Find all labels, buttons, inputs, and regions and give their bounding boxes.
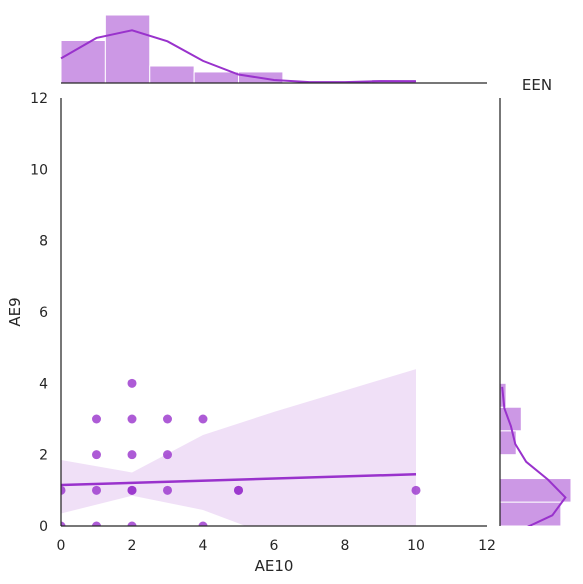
- scatter-point: [127, 450, 137, 460]
- y-tick-label: 0: [39, 519, 48, 535]
- marginal-x-kde: [60, 29, 417, 84]
- y-tick-label: 2: [39, 448, 48, 464]
- scatter-point: [92, 485, 101, 495]
- marginal-y-histogram: [499, 98, 572, 527]
- regression-line-group: [60, 473, 417, 487]
- scatter-point: [92, 414, 101, 424]
- scatter-point: [92, 521, 101, 526]
- scatter-point: [127, 485, 137, 495]
- marginal-x-bar: [60, 40, 106, 84]
- scatter-point: [127, 414, 137, 424]
- confidence-band: [61, 369, 416, 526]
- x-tick-label: 4: [199, 538, 208, 554]
- marginal-x-bar: [193, 71, 239, 84]
- y-tick-label: 12: [30, 91, 48, 107]
- x-tick-label: 10: [407, 538, 425, 554]
- ci-band: [61, 369, 416, 526]
- x-tick-label: 6: [270, 538, 279, 554]
- scatter-point: [127, 521, 137, 526]
- scatter-point: [411, 485, 421, 495]
- scatter-point: [127, 378, 137, 388]
- marginal-x-bar: [104, 14, 151, 84]
- scatter-point: [61, 521, 66, 526]
- marginal-x-histogram: [60, 14, 487, 84]
- scatter-point: [163, 485, 172, 495]
- x-tick-label: 8: [341, 538, 350, 554]
- chart-title: EEN: [522, 76, 552, 94]
- scatter-point: [198, 521, 208, 526]
- scatter-point: [163, 414, 172, 424]
- x-tick-label: 2: [128, 538, 137, 554]
- y-tick-label: 10: [30, 162, 48, 178]
- x-axis-label: AE10: [255, 557, 294, 575]
- x-tick-label: 0: [57, 538, 66, 554]
- y-tick-label: 6: [39, 305, 48, 321]
- y-tick-label: 4: [39, 376, 48, 392]
- x-tick-label: 12: [478, 538, 496, 554]
- marginal-y-kde: [501, 386, 567, 526]
- scatter-point: [61, 485, 66, 495]
- axes: 0 2 4 6 8 10 12 0 2 4 6 8 10 12: [30, 91, 496, 554]
- scatter-point: [234, 485, 243, 495]
- y-axis-label: AE9: [6, 297, 24, 326]
- scatter-point: [92, 450, 101, 460]
- scatter-point: [198, 414, 208, 424]
- marginal-y-bar: [499, 478, 572, 503]
- marginal-x-bar: [149, 65, 195, 84]
- marginal-y-bar: [499, 501, 562, 527]
- regression-line: [60, 473, 417, 487]
- scatter-points: [61, 378, 421, 526]
- y-tick-label: 8: [39, 234, 48, 250]
- scatter-point: [163, 450, 172, 460]
